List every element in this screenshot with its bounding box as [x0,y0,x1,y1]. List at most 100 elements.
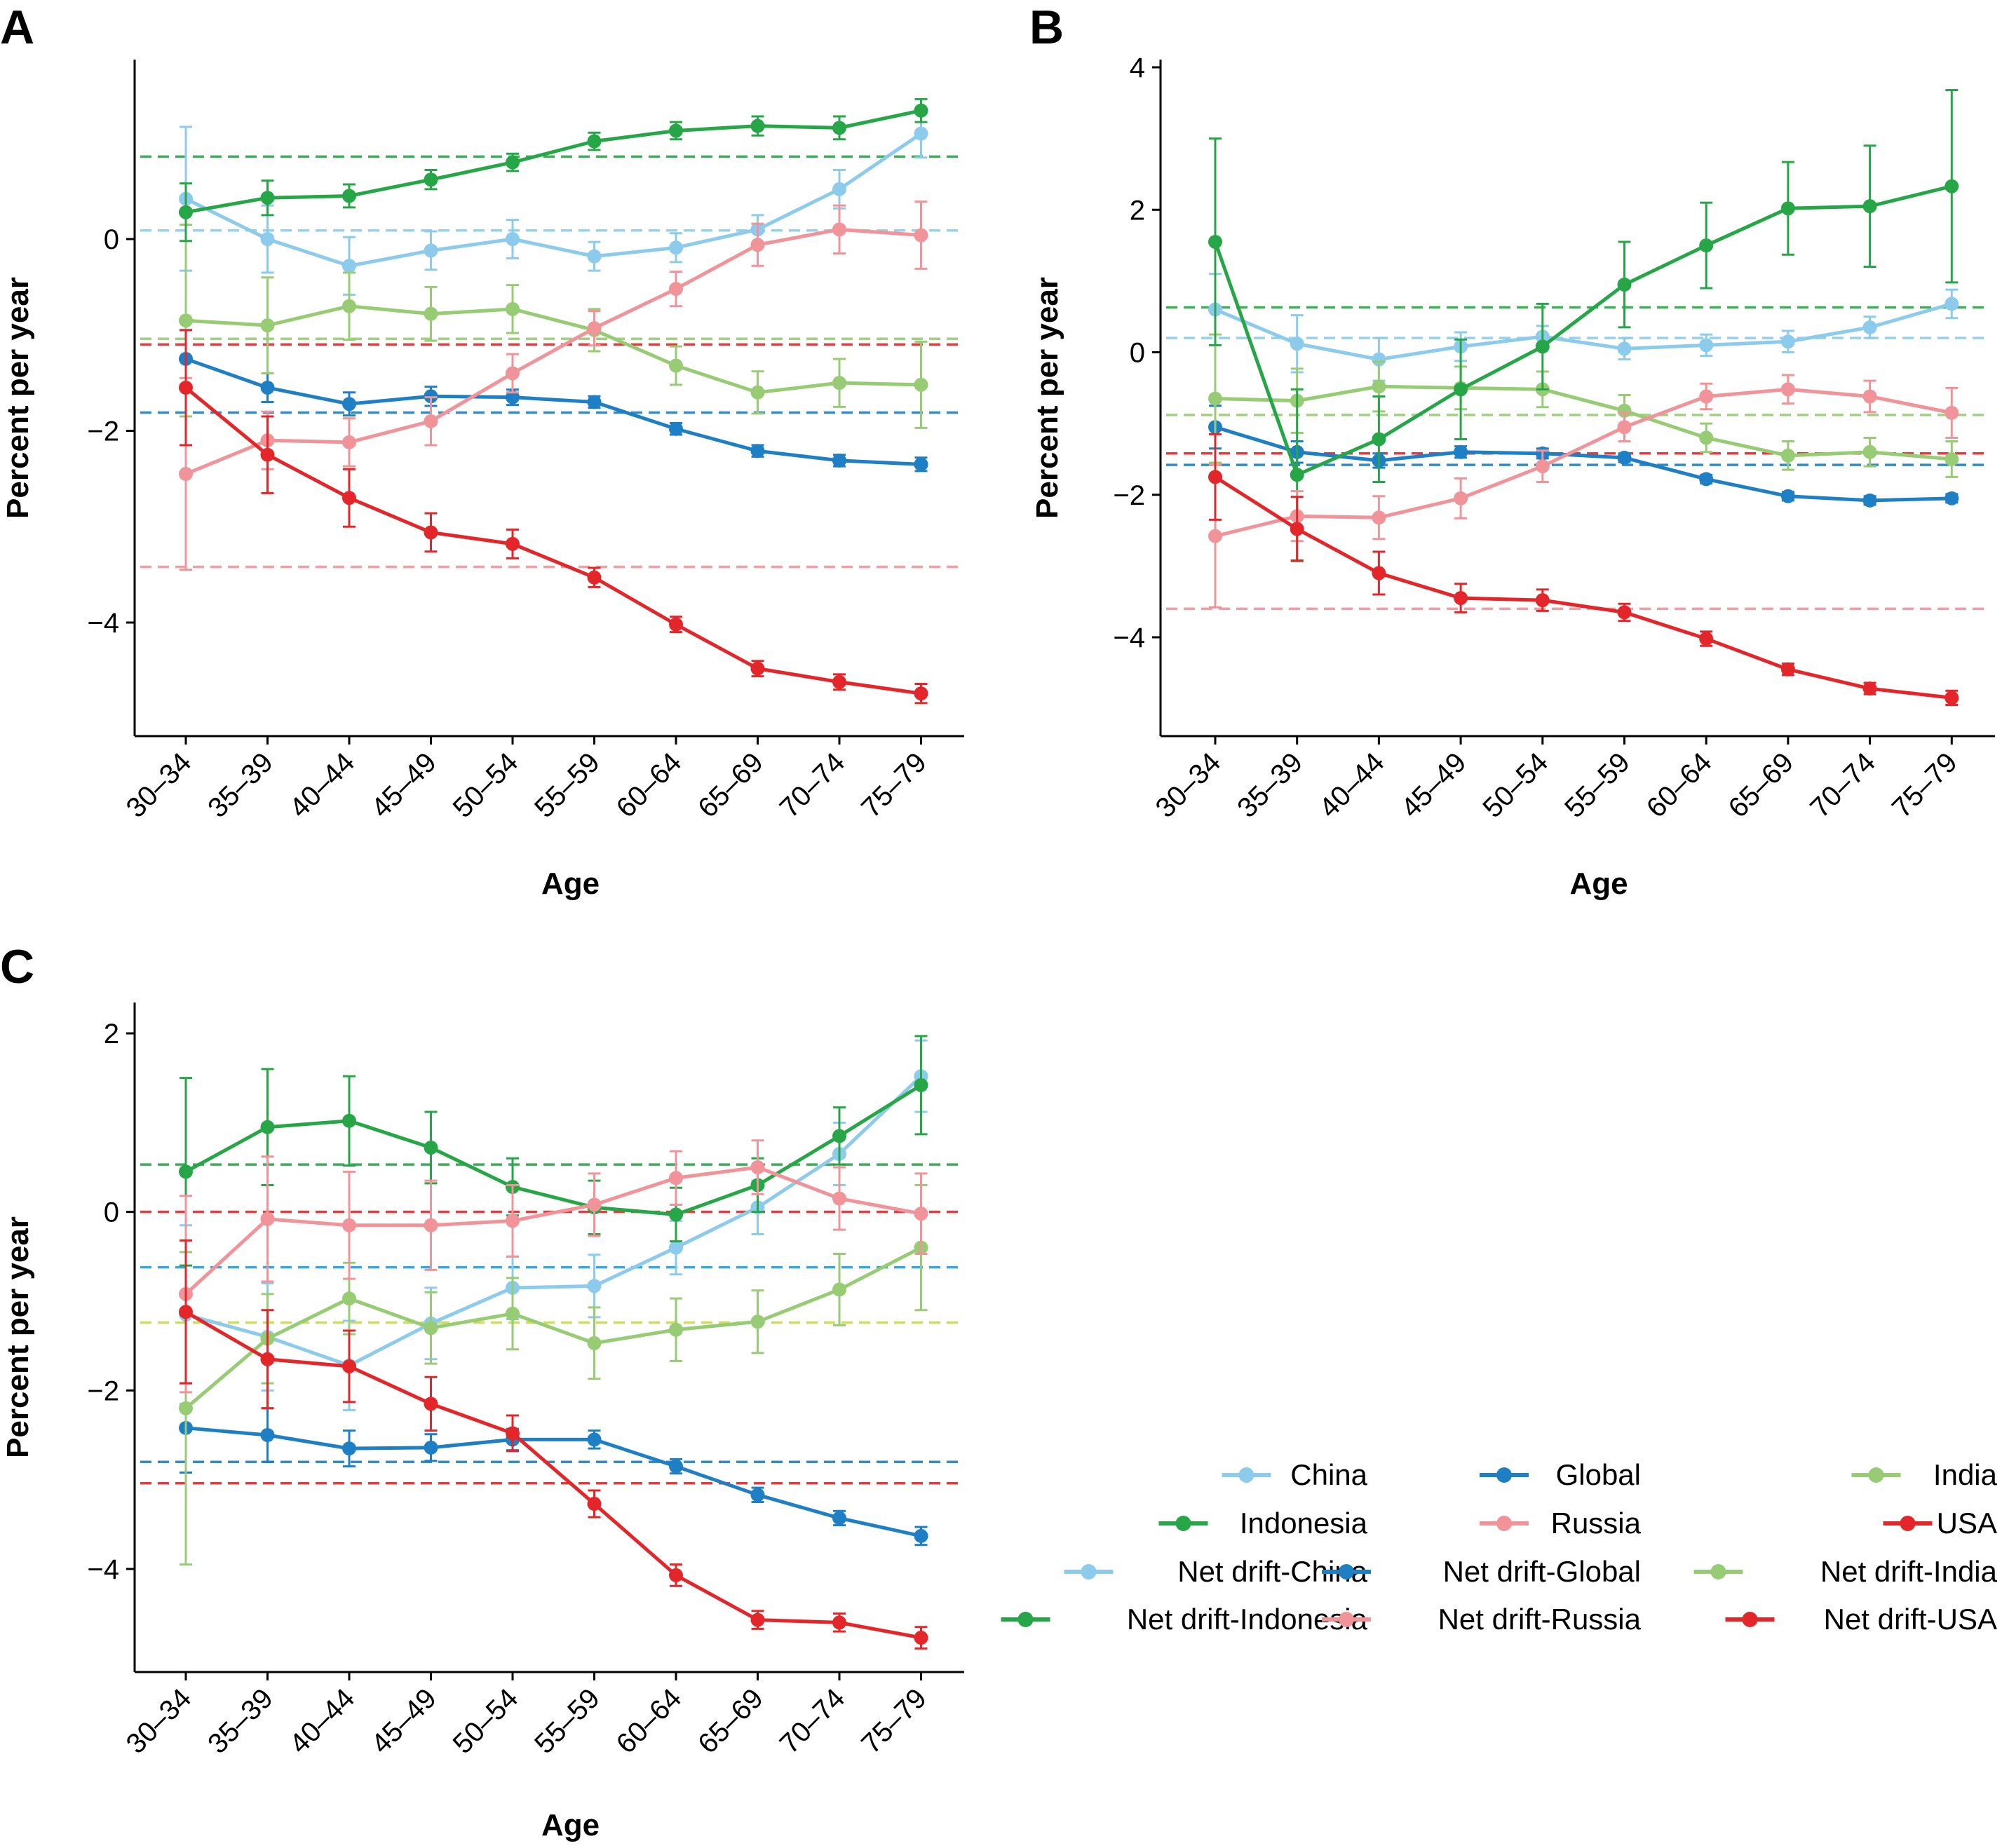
series-line [1215,301,1952,362]
legend-key-point [1017,1612,1034,1627]
series-global [1208,405,1959,508]
data-point [260,1211,275,1226]
data-point [587,249,602,264]
data-point [914,377,928,392]
data-point [342,1291,356,1306]
data-point [342,435,356,449]
data-point [179,467,193,482]
data-point [669,1322,683,1337]
data-point [260,1428,275,1442]
data-point [832,1511,846,1526]
legend-label: Russia [1551,1507,1642,1540]
series-line [1215,387,1952,538]
data-point [914,1078,928,1092]
data-point [1454,591,1468,606]
x-axis-title: Age [1569,867,1628,901]
data-point [1780,334,1795,349]
data-point [750,1612,765,1627]
data-point [1780,448,1795,463]
data-point [669,358,683,373]
y-tick-label: 4 [1130,53,1145,83]
data-point [342,1359,356,1373]
data-point [1699,632,1714,646]
data-point [587,1336,602,1350]
panel-c: C 2 0 −2 −4 30–34 35–39 40–44 45–49 50–54 55–59 60–… [0,940,964,1842]
legend-item-net-drift-global: Net drift-Global [1322,1555,1641,1588]
data-point [914,126,928,141]
data-point [1862,389,1877,404]
data-point [1617,605,1632,620]
data-point [1372,352,1386,367]
x-tick-label: 60–64 [611,747,688,824]
y-tick-label: −4 [87,608,119,639]
x-tick-label: 75–79 [855,747,933,824]
x-tick-label: 55–59 [1559,747,1636,824]
data-point [506,301,520,316]
legend-key-point [1175,1516,1191,1531]
data-point [1862,199,1877,214]
x-tick-label: 45–49 [365,747,442,824]
data-point [342,397,356,412]
data-point [1454,382,1468,397]
x-tick-label: 65–69 [1722,747,1799,824]
data-point [587,1432,602,1447]
x-axis-title: Age [541,867,600,901]
series-line [185,1426,922,1538]
x-tick-label: 30–34 [1150,747,1227,824]
data-point [587,321,602,336]
data-point [1699,389,1714,404]
legend-item-china: China [1222,1458,1368,1491]
legend-item-global: Global [1480,1458,1641,1491]
data-point [669,240,683,255]
legend-label: Indonesia [1240,1507,1368,1540]
data-point [1862,493,1877,508]
legend-label: Global [1556,1458,1641,1491]
data-point [669,1171,683,1185]
data-point [750,1488,765,1502]
series-line [1213,184,1952,477]
data-point [1944,297,1959,311]
series-line [184,1083,922,1216]
data-point [750,1314,765,1329]
data-point [587,1497,602,1511]
legend-item-net-drift-russia: Net drift-Russia [1322,1603,1642,1636]
data-point [260,1120,275,1134]
data-point [750,238,765,252]
x-tick-label: 30–34 [121,747,198,824]
legend-key-point [1496,1467,1512,1483]
data-point [1862,681,1877,696]
data-point [669,1240,683,1255]
data-point [832,1282,846,1297]
series-line [185,304,921,395]
series-india [179,1183,928,1566]
x-tick-label: 50–54 [1477,747,1554,824]
data-point [1780,662,1795,677]
x-tick-label: 75–79 [855,1683,933,1760]
x-tick-label: 70–74 [1804,747,1881,824]
y-axis-title: Percent per year [1,1216,35,1458]
data-point [750,1160,765,1174]
data-point [506,232,520,246]
data-point [342,299,356,313]
legend-item-india: India [1851,1458,1998,1491]
series-line [185,227,921,476]
series-china [179,108,928,296]
legend-item-net-drift-usa: Net drift-USA [1725,1603,1997,1636]
series-russia [179,201,928,571]
data-point [914,228,928,243]
data-point [342,491,356,505]
series-usa [179,329,928,705]
x-tick-label: 70–74 [774,1683,851,1760]
data-point [1535,339,1550,354]
data-point [1944,451,1959,466]
legend-item-russia: Russia [1480,1507,1642,1540]
data-point [424,414,438,428]
series-india [1208,333,1959,478]
x-tick-label: 65–69 [692,1683,769,1760]
series-russia [179,1139,928,1394]
y-tick-label: 0 [1130,338,1145,369]
data-point [1208,529,1222,543]
data-point [914,457,928,472]
y-tick-label: −2 [87,1375,119,1406]
data-point [587,134,602,149]
